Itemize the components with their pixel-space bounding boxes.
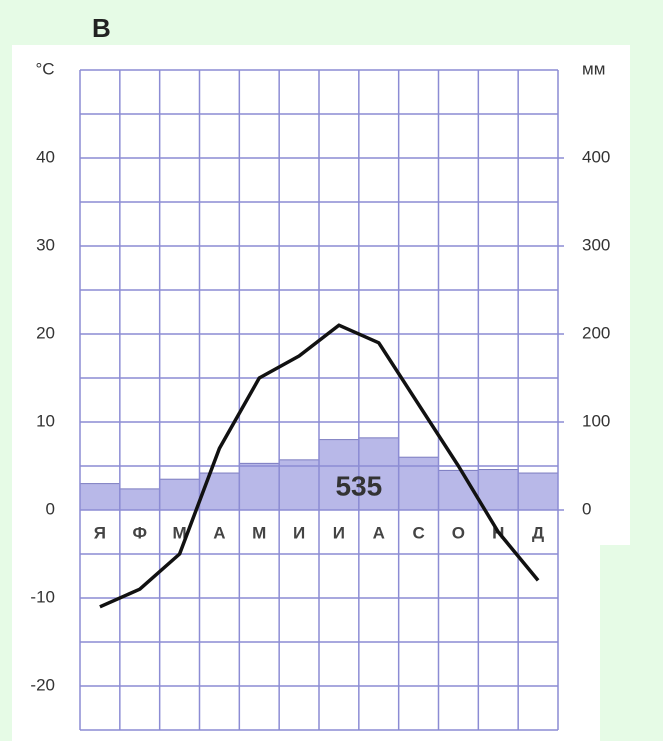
precipitation-bar (318, 439, 360, 511)
y2-tick-label: 200 (582, 323, 610, 342)
chart-title: В (92, 13, 111, 43)
precipitation-bar (278, 459, 320, 511)
precipitation-bar (358, 437, 400, 511)
precipitation-bar (199, 472, 240, 511)
y-tick-label: 20 (36, 323, 55, 342)
y-axis-label: °C (35, 59, 54, 78)
y2-axis-label: мм (582, 59, 605, 78)
precipitation-bar (119, 488, 161, 511)
y-tick-label: 10 (36, 411, 55, 430)
y-tick-label: 40 (36, 147, 55, 166)
x-tick-label: С (412, 523, 424, 542)
precipitation-bar (477, 469, 519, 511)
x-tick-label: Д (532, 523, 544, 542)
x-tick-label: А (373, 523, 385, 542)
y2-tick-label: 300 (582, 235, 610, 254)
precipitation-bar (159, 478, 201, 511)
y-tick-label: 0 (46, 499, 55, 518)
y2-tick-label: 400 (582, 147, 610, 166)
y-tick-label: -20 (30, 675, 55, 694)
chart-panel (12, 45, 630, 741)
precipitation-bar (517, 472, 559, 511)
x-tick-label: И (333, 523, 345, 542)
x-tick-label: М (252, 523, 266, 542)
y-tick-label: -10 (30, 587, 55, 606)
temperature-line (99, 323, 540, 609)
y2-tick-label: 0 (582, 499, 591, 518)
x-tick-label: А (213, 523, 225, 542)
panel-cutout (600, 545, 663, 741)
annotation: 535 (335, 470, 382, 501)
x-tick-label: Ф (132, 523, 147, 542)
y2-tick-label: 100 (582, 411, 610, 430)
x-tick-label: И (293, 523, 305, 542)
x-tick-label: Я (94, 523, 106, 542)
precipitation-bar (238, 462, 280, 511)
y-tick-label: 30 (36, 235, 55, 254)
x-tick-label: О (452, 523, 465, 542)
precipitation-bar (79, 483, 121, 511)
precipitation-bar (398, 456, 439, 511)
x-tick-label: М (172, 523, 186, 542)
